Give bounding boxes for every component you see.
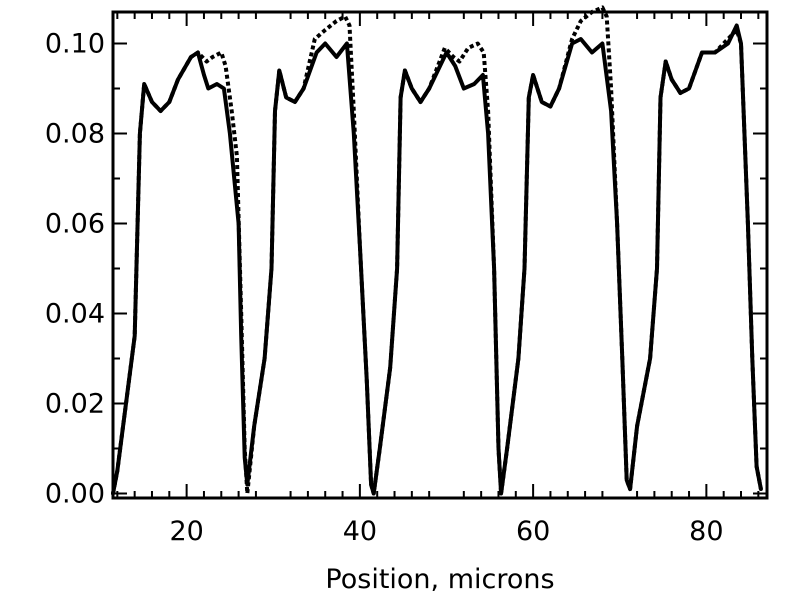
- y-tick-label: 0.02: [45, 389, 105, 420]
- x-axis-label: Position, microns: [325, 564, 554, 595]
- series-layer: [111, 5, 763, 496]
- y-tick-label: 0.00: [45, 479, 105, 510]
- x-tick-label: 20: [169, 516, 203, 547]
- x-tick-label: 80: [689, 516, 723, 547]
- x-tick-label: 40: [343, 516, 377, 547]
- y-tick-label: 0.06: [45, 209, 105, 240]
- x-tick-label: 60: [516, 516, 550, 547]
- y-tick-label: 0.10: [45, 29, 105, 60]
- series-2-line: [111, 5, 763, 496]
- y-tick-label: 0.08: [45, 119, 105, 150]
- plot-frame: [111, 10, 769, 500]
- y-tick-label: 0.04: [45, 299, 105, 330]
- tick-layer: 20 40 60 80 0.00 0.02 0.04 0.06 0.08 0.10: [45, 12, 767, 547]
